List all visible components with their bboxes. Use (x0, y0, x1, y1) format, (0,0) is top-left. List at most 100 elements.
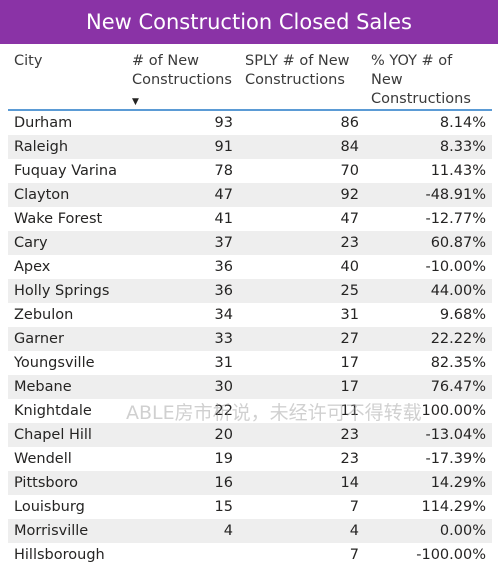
cell-new-constructions: 19 (214, 451, 233, 467)
cell-new-constructions: 37 (126, 231, 239, 255)
cell-city: Youngsville (14, 355, 95, 371)
cell-city: Zebulon (14, 307, 74, 323)
cell-city: Louisburg (14, 499, 85, 515)
cell-yoy: 22.22% (365, 327, 492, 351)
table-row[interactable]: Louisburg 15 7 114.29% (8, 495, 492, 519)
cell-new-constructions: 36 (126, 279, 239, 303)
cell-new-constructions: 47 (126, 183, 239, 207)
cell-yoy: -48.91% (365, 183, 492, 207)
sales-table: City # of New Constructions ▼ SPLY # of … (8, 52, 492, 563)
cell-new-constructions: 41 (214, 211, 233, 227)
cell-yoy: -13.04% (365, 423, 492, 447)
cell-yoy: 11.43% (430, 163, 486, 179)
column-header-label: City (14, 53, 43, 69)
table-row[interactable]: Chapel Hill 20 23 -13.04% (8, 423, 492, 447)
cell-yoy: 8.14% (439, 115, 486, 131)
cell-city: Wake Forest (14, 211, 103, 227)
column-header-label: SPLY # of New Constructions (245, 53, 350, 88)
column-header-label: # of New Constructions (132, 53, 232, 88)
cell-yoy: 100.00% (421, 403, 486, 419)
cell-yoy: -17.39% (425, 451, 486, 467)
cell-sply: 86 (340, 115, 359, 131)
cell-new-constructions: 36 (214, 259, 233, 275)
sort-descending-icon[interactable]: ▼ (132, 97, 139, 107)
cell-sply: 17 (340, 355, 359, 371)
column-header-label: % YOY # of New Constructions (371, 53, 471, 107)
cell-city: Apex (14, 259, 51, 275)
table-row[interactable]: Hillsborough 7 -100.00% (8, 543, 492, 563)
cell-city: Knightdale (14, 403, 92, 419)
cell-yoy: 76.47% (365, 375, 492, 399)
cell-sply: 25 (239, 279, 365, 303)
cell-new-constructions: 22 (214, 403, 233, 419)
cell-city: Raleigh (8, 135, 126, 159)
table-row[interactable]: Wake Forest 41 47 -12.77% (8, 207, 492, 231)
cell-city: Chapel Hill (8, 423, 126, 447)
cell-sply: 7 (349, 499, 359, 515)
cell-sply: 11 (340, 403, 359, 419)
cell-sply: 47 (340, 211, 359, 227)
cell-city: Durham (14, 115, 73, 131)
cell-sply: 23 (239, 423, 365, 447)
cell-yoy: 0.00% (365, 519, 492, 543)
column-header-yoy[interactable]: % YOY # of New Constructions (365, 52, 492, 111)
table-row[interactable]: Youngsville 31 17 82.35% (8, 351, 492, 375)
cell-sply: 84 (239, 135, 365, 159)
cell-sply: 92 (239, 183, 365, 207)
cell-sply: 40 (340, 259, 359, 275)
cell-new-constructions (126, 543, 239, 563)
cell-new-constructions: 30 (126, 375, 239, 399)
cell-yoy: 8.33% (365, 135, 492, 159)
cell-new-constructions: 4 (126, 519, 239, 543)
table-row[interactable]: Zebulon 34 31 9.68% (8, 303, 492, 327)
cell-sply: 70 (340, 163, 359, 179)
cell-sply: 31 (340, 307, 359, 323)
visual-title: New Construction Closed Sales (0, 0, 498, 44)
table-row[interactable]: Knightdale 22 11 100.00% (8, 399, 492, 423)
table-row[interactable]: Clayton 47 92 -48.91% (8, 183, 492, 207)
table-row[interactable]: Pittsboro 16 14 14.29% (8, 471, 492, 495)
cell-new-constructions: 78 (214, 163, 233, 179)
cell-yoy: 14.29% (365, 471, 492, 495)
cell-sply: 14 (239, 471, 365, 495)
cell-sply: 27 (239, 327, 365, 351)
cell-city: Pittsboro (8, 471, 126, 495)
table-row[interactable]: Fuquay Varina 78 70 11.43% (8, 159, 492, 183)
table-row[interactable]: Garner 33 27 22.22% (8, 327, 492, 351)
table-row[interactable]: Durham 93 86 8.14% (8, 110, 492, 135)
column-header-city[interactable]: City (8, 52, 126, 111)
cell-new-constructions: 15 (214, 499, 233, 515)
cell-yoy: -10.00% (425, 259, 486, 275)
cell-yoy: 44.00% (365, 279, 492, 303)
cell-yoy: 82.35% (430, 355, 486, 371)
cell-sply: 17 (239, 375, 365, 399)
table-row[interactable]: Cary 37 23 60.87% (8, 231, 492, 255)
cell-yoy: 114.29% (421, 499, 486, 515)
cell-yoy: -12.77% (425, 211, 486, 227)
header-row: City # of New Constructions ▼ SPLY # of … (8, 52, 492, 111)
cell-new-constructions: 91 (126, 135, 239, 159)
cell-new-constructions: 16 (126, 471, 239, 495)
column-header-new-constructions[interactable]: # of New Constructions ▼ (126, 52, 239, 111)
cell-city: Clayton (8, 183, 126, 207)
cell-sply: 23 (239, 231, 365, 255)
cell-city: Fuquay Varina (14, 163, 117, 179)
table-row[interactable]: Morrisville 4 4 0.00% (8, 519, 492, 543)
cell-new-constructions: 34 (214, 307, 233, 323)
cell-city: Hillsborough (14, 547, 105, 563)
cell-city: Mebane (8, 375, 126, 399)
cell-sply: 23 (340, 451, 359, 467)
cell-yoy: 9.68% (439, 307, 486, 323)
cell-city: Holly Springs (8, 279, 126, 303)
cell-new-constructions: 31 (214, 355, 233, 371)
cell-sply: 7 (349, 547, 359, 563)
table-row[interactable]: Holly Springs 36 25 44.00% (8, 279, 492, 303)
cell-yoy: 60.87% (365, 231, 492, 255)
column-header-sply[interactable]: SPLY # of New Constructions (239, 52, 365, 111)
table-row[interactable]: Apex 36 40 -10.00% (8, 255, 492, 279)
table-row[interactable]: Wendell 19 23 -17.39% (8, 447, 492, 471)
table-row[interactable]: Raleigh 91 84 8.33% (8, 135, 492, 159)
table-row[interactable]: Mebane 30 17 76.47% (8, 375, 492, 399)
cell-new-constructions: 20 (126, 423, 239, 447)
